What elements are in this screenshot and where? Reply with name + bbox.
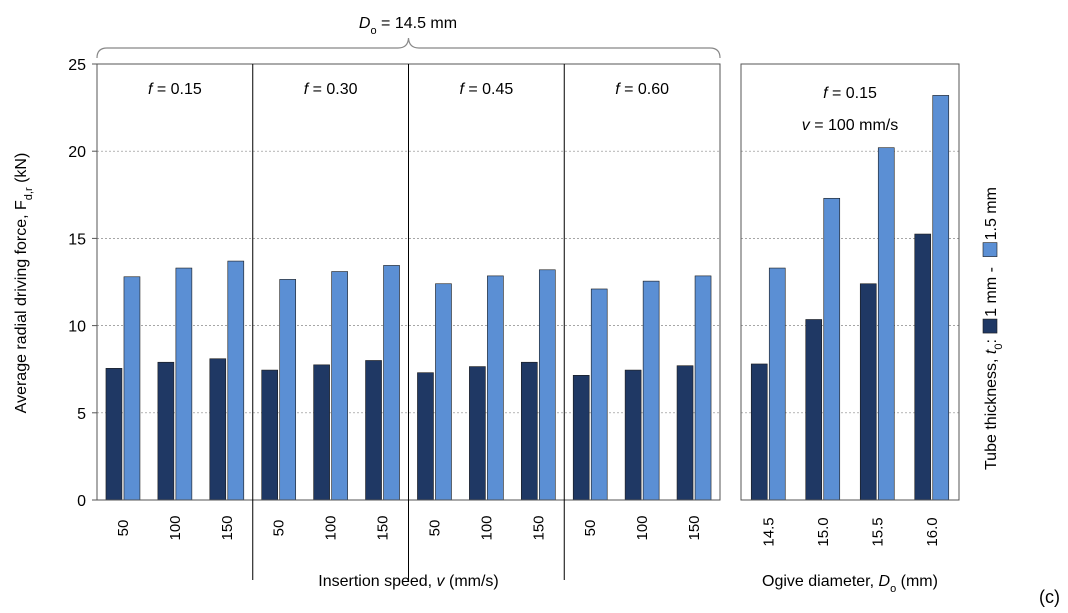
bar-1mm xyxy=(105,368,123,501)
bar-1-5mm xyxy=(383,265,400,501)
corner-label: (c) xyxy=(1039,587,1060,607)
x-tick-label: 14.5 xyxy=(760,517,777,546)
bar-1-5mm xyxy=(823,197,841,501)
panel-annotation-line2: v = 100 mm/s xyxy=(802,117,898,134)
x-tick-label: 50 xyxy=(271,520,288,537)
x-tick-label: 100 xyxy=(167,515,184,540)
panel-annotation-line1: f = 0.15 xyxy=(823,85,877,102)
legend-swatch-1-5mm xyxy=(982,242,998,257)
y-tick-label: 5 xyxy=(77,406,86,423)
x-tick-label: 50 xyxy=(426,520,443,537)
x-tick-label: 100 xyxy=(323,515,340,540)
bar-1mm xyxy=(750,363,768,501)
x-tick-label: 50 xyxy=(115,520,132,537)
x-tick-label: 100 xyxy=(478,515,495,540)
bar-1-5mm xyxy=(590,288,608,501)
x-tick-label: 15.0 xyxy=(815,517,832,546)
bar-1-5mm xyxy=(435,283,452,501)
x-tick-label: 150 xyxy=(530,515,547,540)
group-label: f = 0.30 xyxy=(304,81,358,98)
y-tick-label: 10 xyxy=(68,319,86,336)
bar-1mm xyxy=(859,283,877,501)
bar-1mm xyxy=(417,372,434,501)
legend-swatch-1mm xyxy=(982,318,998,334)
y-tick-label: 0 xyxy=(77,493,86,510)
bar-1mm xyxy=(261,369,279,501)
bar-1-5mm xyxy=(538,269,556,501)
x-tick-label: 100 xyxy=(634,515,651,540)
group-label: f = 0.45 xyxy=(459,81,513,98)
x-tick-label: 15.5 xyxy=(869,517,886,546)
group-label: f = 0.60 xyxy=(615,81,669,98)
frame-layer xyxy=(92,37,960,580)
bar-1-5mm xyxy=(768,267,786,501)
bar-1-5mm xyxy=(123,276,141,501)
text-layer: 0 5 10 15 20 25 f = 0.15 50 100 150 f = 0.30 50 100 1… xyxy=(13,15,1060,607)
brace xyxy=(96,37,721,59)
bar-1mm xyxy=(365,360,382,501)
right-panel-frame xyxy=(740,63,960,501)
bar-1mm xyxy=(914,233,932,501)
bar-1-5mm xyxy=(279,279,297,501)
bar-1-5mm xyxy=(642,280,660,501)
brace-label: Do = 14.5 mm xyxy=(359,15,457,37)
y-tick-label: 15 xyxy=(68,231,86,248)
x-axis-label-right: Ogive diameter, Do (mm) xyxy=(762,573,938,595)
bar-1-5mm xyxy=(877,147,895,501)
y-axis-label: Average radial driving force, Fd,r (kN) xyxy=(13,153,35,414)
x-tick-label: 16.0 xyxy=(924,517,941,546)
bar-1-5mm xyxy=(487,275,504,501)
x-tick-label: 150 xyxy=(375,515,392,540)
bar-1mm xyxy=(469,366,486,501)
bar-1mm xyxy=(805,319,823,501)
bar-1mm xyxy=(676,365,694,501)
x-axis-label-left: Insertion speed, v (mm/s) xyxy=(318,573,499,590)
bars-layer xyxy=(105,95,950,501)
bar-1mm xyxy=(572,375,590,501)
group-label: f = 0.15 xyxy=(148,81,202,98)
bar-1mm xyxy=(313,364,330,501)
bar-1-5mm xyxy=(331,271,348,501)
bar-1mm xyxy=(209,358,227,501)
x-tick-label: 150 xyxy=(686,515,703,540)
bar-1mm xyxy=(624,369,642,501)
bar-1-5mm xyxy=(227,260,245,501)
x-tick-label: 50 xyxy=(582,520,599,537)
bar-1-5mm xyxy=(932,95,950,501)
bar-1-5mm xyxy=(694,275,712,501)
x-tick-label: 150 xyxy=(219,515,236,540)
bar-1mm xyxy=(157,361,175,501)
y-tick-label: 25 xyxy=(68,57,86,74)
bar-1-5mm xyxy=(175,267,193,501)
bar-1mm xyxy=(520,361,538,501)
y-tick-label: 20 xyxy=(68,144,86,161)
